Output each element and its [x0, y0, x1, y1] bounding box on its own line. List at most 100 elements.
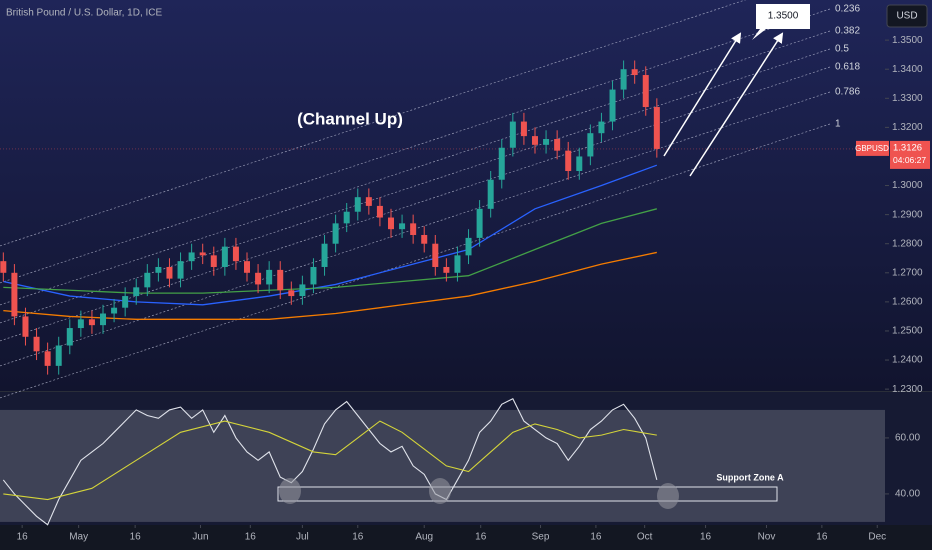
candle-body [166, 266, 173, 279]
candle-body [487, 179, 494, 209]
candle-body [266, 269, 273, 285]
y-tick-label: 1.3200 [892, 122, 923, 133]
y-tick-label: 1.2800 [892, 238, 923, 249]
candle-body [199, 252, 206, 256]
target-callout [752, 4, 810, 40]
candle-body [210, 255, 217, 267]
highlight [279, 478, 301, 504]
channel-line [0, 8, 831, 284]
channel-line [0, 48, 831, 324]
currency: USD [896, 11, 917, 22]
chart-title: British Pound / U.S. Dollar, 1D, ICE [6, 8, 163, 19]
candle-body [177, 261, 184, 279]
candle-body [55, 345, 62, 366]
candle-body [277, 269, 284, 291]
candle-body [531, 136, 538, 145]
candle-body [376, 205, 383, 218]
candle-body [88, 319, 95, 326]
candle-body [387, 217, 394, 230]
highlight [657, 483, 679, 509]
channel-line [0, 123, 831, 399]
candle-body [498, 147, 505, 180]
x-tick-label: 16 [130, 532, 142, 543]
candle-body [587, 133, 594, 157]
arrow [663, 32, 742, 157]
rsi-band-layer [0, 409, 885, 522]
candle-body [565, 150, 572, 172]
time-axis [0, 525, 932, 550]
candle-body [0, 261, 7, 273]
candle-body [642, 75, 649, 108]
candle-body [620, 69, 627, 90]
candle-body [454, 255, 461, 273]
rsi-pane [0, 392, 932, 525]
y-tick-label: 60.00 [895, 433, 920, 444]
candle-body [188, 252, 195, 262]
x-tick-label: 16 [245, 532, 257, 543]
candle-body [122, 296, 129, 308]
price: 1.3126 [893, 142, 922, 153]
support-zone [277, 486, 778, 502]
plot: 1.3500 1.3400 1.3300 1.3200 1.3000 1.2900 1.28… [0, 35, 923, 543]
candle-body [299, 284, 306, 297]
y-tick-label: 1.2300 [892, 384, 923, 395]
candle-body [133, 287, 140, 297]
candle-body [343, 211, 350, 224]
symbol: GBPUSD [855, 144, 889, 153]
x-tick-label: 16 [700, 532, 712, 543]
candle-body [288, 290, 295, 297]
candle-body [443, 266, 450, 273]
candle-body [354, 197, 361, 212]
price-pane [0, 0, 932, 391]
candle-body [465, 237, 472, 256]
x-tick-label: Jun [192, 532, 208, 543]
candle-body [365, 197, 372, 206]
support-label: Support Zone A [716, 472, 784, 482]
candle-body [232, 246, 239, 262]
candle-body [332, 223, 339, 244]
x-tick-label: 16 [352, 532, 364, 543]
candle-body [609, 89, 616, 122]
last-price-box: GBPUSD 1.3126 04:06:27 [855, 140, 930, 169]
x-tick-label: May [69, 532, 88, 543]
y-tick-label: 1.3300 [892, 93, 923, 104]
x-tick-label: Jul [296, 532, 309, 543]
candle-body [509, 121, 516, 148]
x-tick-label: Nov [758, 532, 776, 543]
fib-label: 0.618 [835, 62, 860, 73]
candle-body [111, 307, 118, 314]
x-tick-label: 16 [590, 532, 602, 543]
candle-body [598, 121, 605, 134]
candle-body [33, 336, 40, 352]
candle-body [432, 243, 439, 267]
countdown: 04:06:27 [893, 155, 926, 165]
y-tick-label: 40.00 [895, 489, 920, 500]
candle-body [554, 139, 561, 151]
channel-line [0, 30, 831, 306]
candle-body [255, 272, 262, 285]
arrow [689, 32, 784, 177]
target-label: 1.3500 [768, 11, 799, 22]
x-tick-label: Oct [637, 532, 653, 543]
candle-body [144, 272, 151, 288]
annotation: (Channel Up) [297, 109, 403, 128]
y-tick-label: 1.2400 [892, 355, 923, 366]
highlight [429, 478, 451, 504]
currency-box[interactable] [886, 4, 928, 28]
x-tick-label: 16 [475, 532, 487, 543]
y-tick-label: 1.2600 [892, 297, 923, 308]
y-tick-label: 1.2700 [892, 267, 923, 278]
moving-average [3, 208, 657, 294]
candle-body [520, 121, 527, 137]
fib-label: 0.236 [835, 4, 860, 15]
candle-body [631, 69, 638, 76]
fib-label: 0.5 [835, 44, 849, 55]
candle-body [576, 156, 583, 172]
candle-body [221, 246, 228, 267]
rsi-band [0, 409, 885, 522]
candle-body [66, 328, 73, 346]
candle-body [100, 313, 107, 326]
x-tick-label: Aug [415, 532, 433, 543]
candle-body [155, 266, 162, 273]
